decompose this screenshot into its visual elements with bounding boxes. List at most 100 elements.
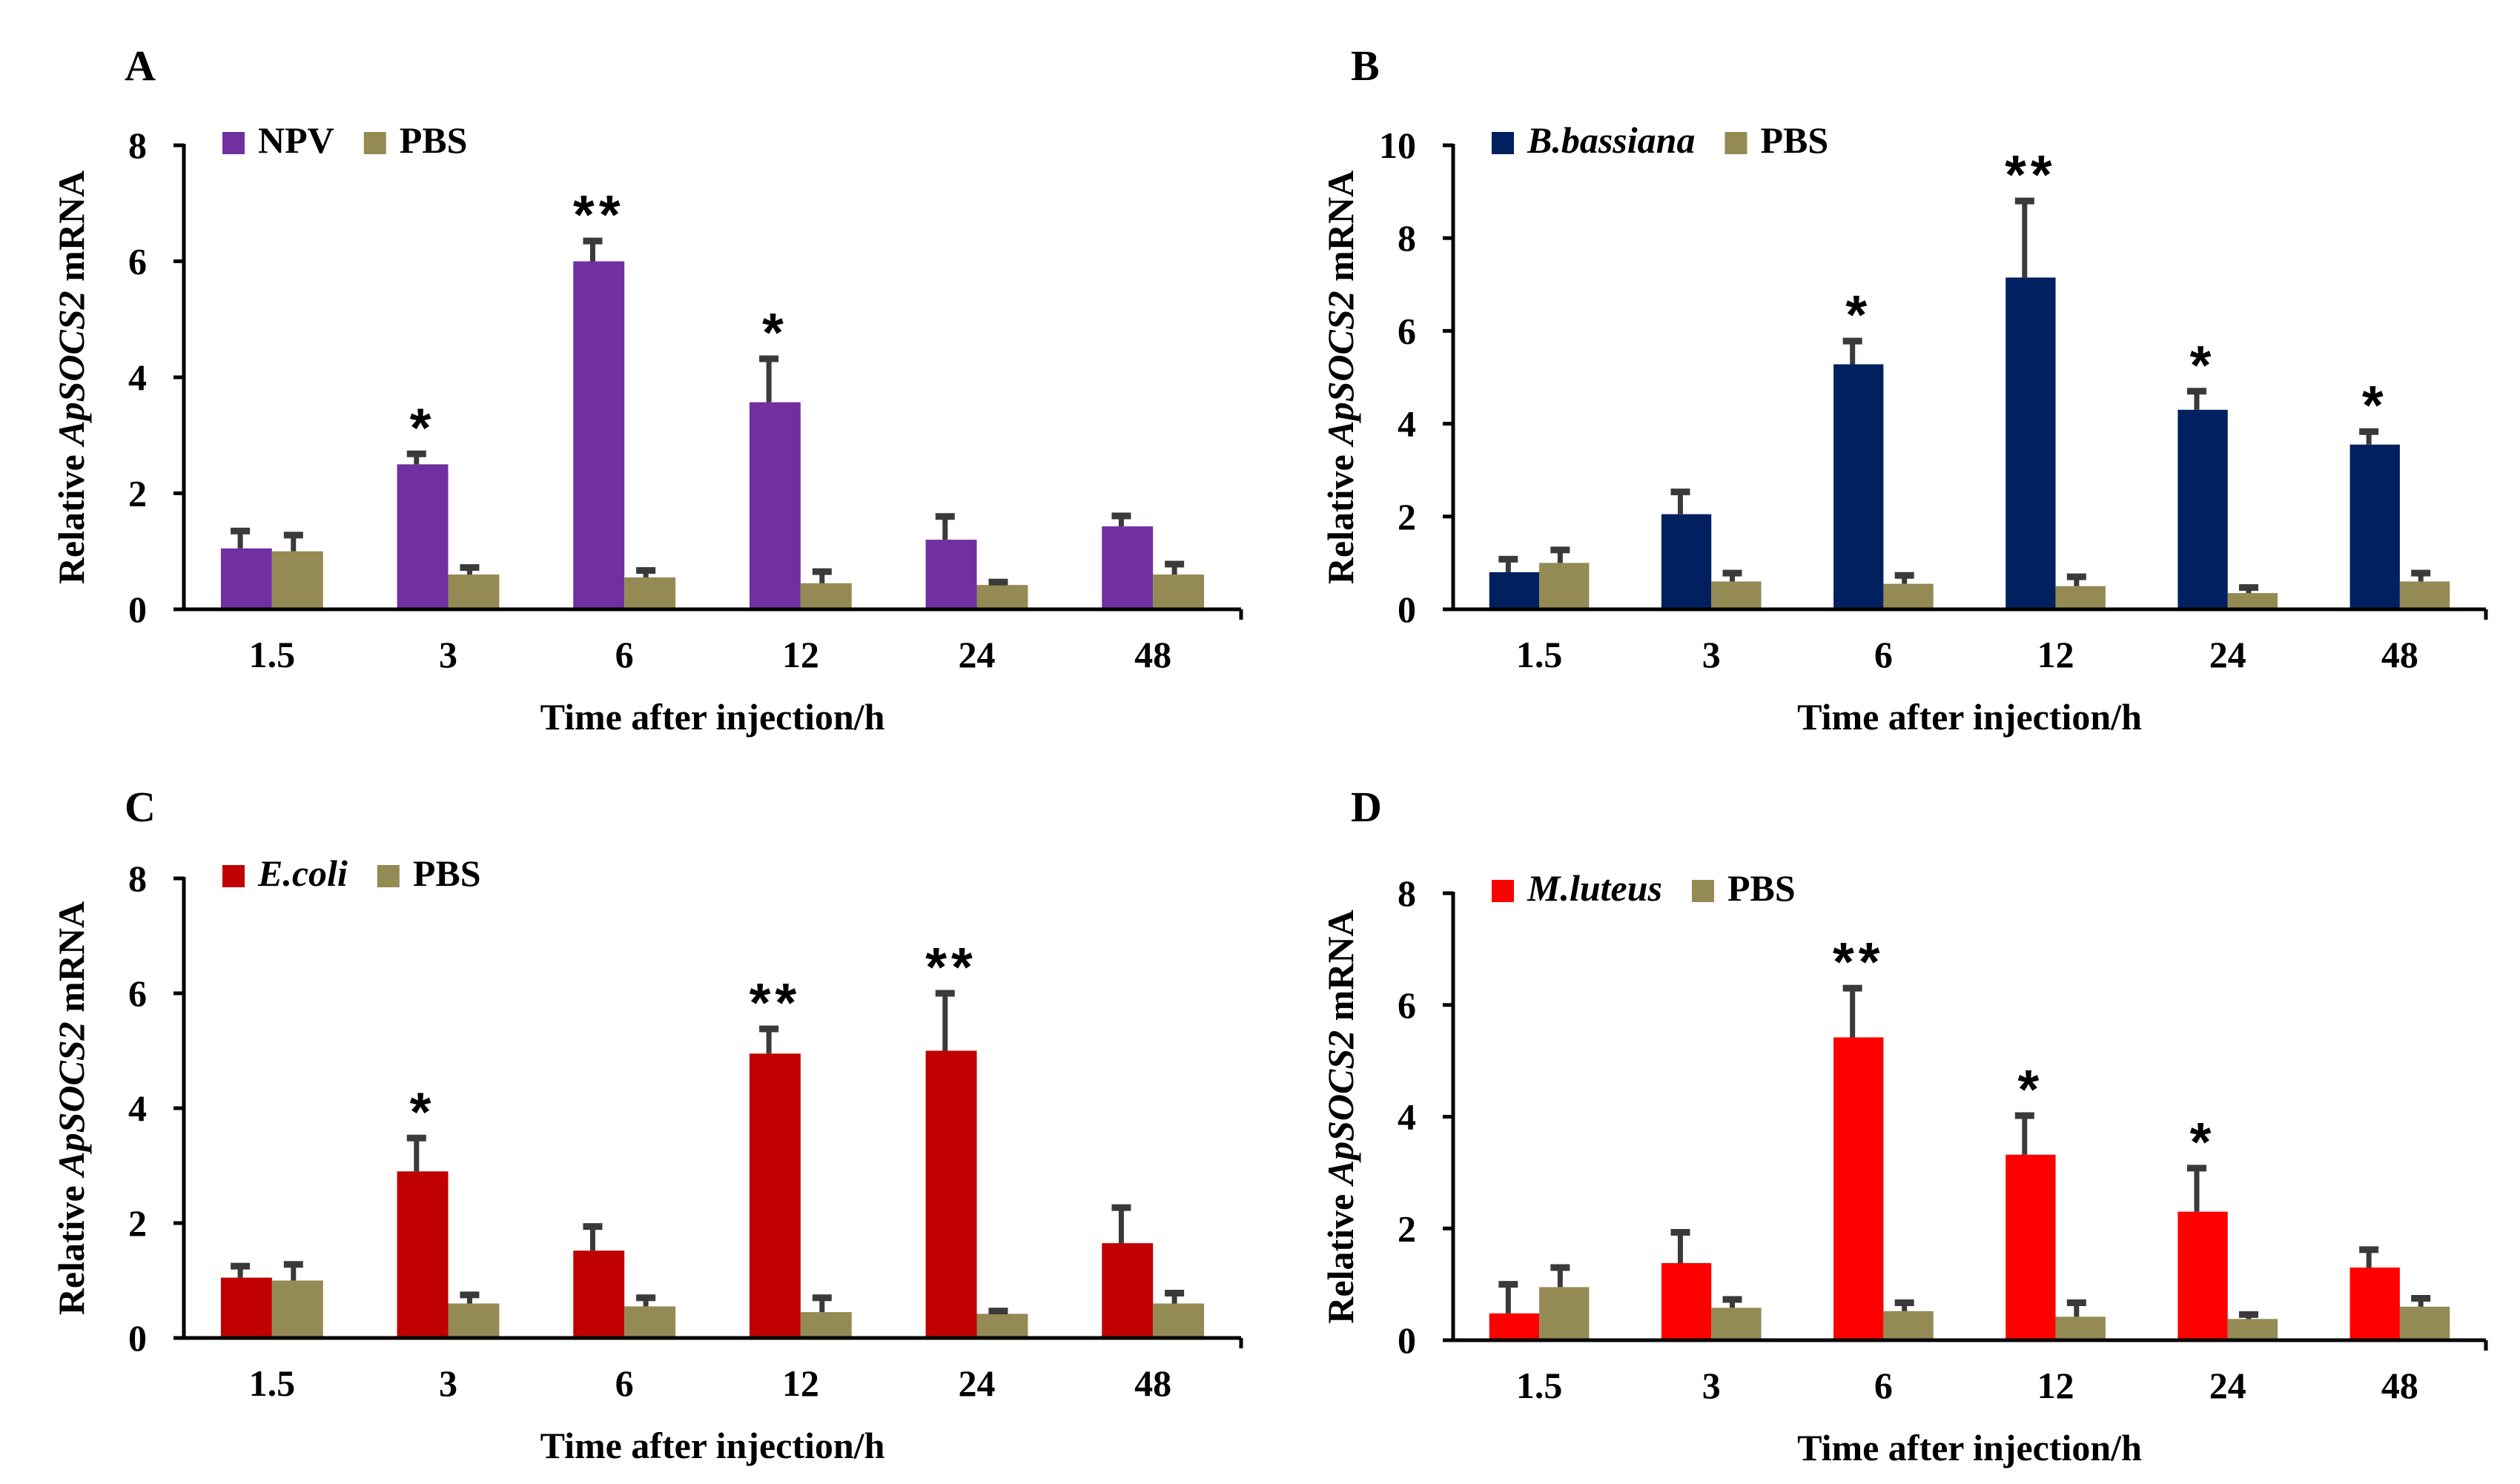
legend-label-treatment: NPV [258, 119, 334, 161]
x-tick-label-48: 48 [1134, 1362, 1171, 1404]
bar-treatment-1.5 [220, 1277, 272, 1338]
bar-treatment-24 [925, 540, 977, 609]
bar-treatment-12 [749, 402, 801, 609]
bar-pbs-24 [976, 1314, 1028, 1338]
x-axis-title: Time after injection/h [540, 1425, 885, 1466]
x-tick-label-3: 3 [1702, 1365, 1721, 1406]
legend-swatch-pbs [1692, 880, 1715, 902]
bar-pbs-48 [1153, 1303, 1205, 1338]
x-tick-label-6: 6 [1874, 1365, 1893, 1406]
y-tick-label-4: 4 [128, 357, 147, 398]
legend-swatch-treatment [222, 132, 245, 154]
y-tick-label-2: 2 [128, 473, 147, 514]
significance-marker-12: * [2018, 1059, 2044, 1120]
bar-treatment-24 [2177, 1211, 2228, 1340]
x-tick-label-3: 3 [1702, 634, 1721, 675]
legend-label-treatment: B.bassiana [1527, 119, 1695, 161]
x-tick-label-1.5: 1.5 [1516, 1365, 1563, 1406]
x-tick-label-24: 24 [2209, 634, 2246, 675]
x-tick-label-6: 6 [1874, 634, 1893, 675]
x-tick-label-12: 12 [2037, 1365, 2074, 1406]
x-tick-label-24: 24 [959, 634, 996, 675]
x-tick-label-1.5: 1.5 [249, 634, 296, 675]
significance-marker-6: ** [1833, 931, 1885, 993]
x-axis-title: Time after injection/h [540, 696, 885, 738]
bar-pbs-1.5 [1539, 1287, 1590, 1340]
panel-letter: D [1351, 783, 1382, 831]
y-tick-label-4: 4 [1398, 403, 1416, 445]
y-tick-label-8: 8 [128, 858, 147, 899]
y-axis-title: Relative ApSOCS2 mRNA [1320, 170, 1361, 584]
significance-marker-24: * [2190, 334, 2216, 396]
bar-pbs-48 [2399, 1306, 2450, 1340]
significance-marker-24: * [2190, 1111, 2216, 1173]
bar-treatment-6 [1833, 364, 1884, 609]
bar-pbs-3 [1711, 581, 1762, 609]
bar-pbs-12 [800, 1312, 852, 1338]
bar-treatment-48 [1102, 1243, 1154, 1338]
y-tick-label-4: 4 [128, 1087, 147, 1129]
legend-swatch-treatment [222, 865, 245, 887]
significance-marker-12: ** [750, 972, 801, 1033]
y-tick-label-8: 8 [1398, 872, 1416, 914]
legend-swatch-treatment [1492, 880, 1514, 902]
y-tick-label-6: 6 [1398, 310, 1416, 351]
bar-pbs-24 [2227, 593, 2278, 609]
significance-marker-24: ** [925, 936, 977, 998]
bar-treatment-3 [397, 1171, 449, 1338]
x-axis-title: Time after injection/h [1797, 696, 2142, 738]
bar-treatment-12 [2005, 277, 2056, 609]
significance-marker-6: * [1845, 284, 1871, 345]
bar-treatment-24 [925, 1050, 977, 1338]
y-tick-label-0: 0 [1398, 589, 1416, 630]
legend-label-pbs: PBS [413, 852, 481, 894]
bar-pbs-3 [1711, 1308, 1762, 1340]
legend: E.coli PBS [222, 852, 481, 894]
significance-marker-3: * [410, 1081, 436, 1142]
legend-swatch-pbs [1724, 132, 1747, 154]
x-tick-label-1.5: 1.5 [249, 1362, 296, 1404]
bar-pbs-1.5 [271, 1280, 323, 1338]
y-tick-label-0: 0 [128, 1317, 147, 1359]
y-tick-label-8: 8 [1398, 217, 1416, 259]
x-tick-label-12: 12 [2037, 634, 2074, 675]
bar-pbs-24 [976, 585, 1028, 609]
significance-marker-12: * [762, 302, 788, 363]
bar-treatment-1.5 [1489, 572, 1540, 609]
panel-letter: A [125, 42, 156, 90]
bar-treatment-6 [573, 1251, 625, 1338]
y-tick-label-10: 10 [1379, 125, 1416, 166]
y-tick-label-2: 2 [1398, 1208, 1416, 1249]
bar-pbs-1.5 [1539, 563, 1590, 609]
bar-pbs-6 [624, 577, 676, 609]
bar-pbs-48 [1153, 574, 1205, 609]
y-axis-title: Relative ApSOCS2 mRNA [50, 170, 92, 584]
panel-letter: C [125, 783, 156, 831]
bar-treatment-24 [2177, 409, 2228, 609]
bar-treatment-1.5 [1489, 1313, 1540, 1340]
bar-pbs-12 [800, 583, 852, 609]
x-tick-label-12: 12 [782, 1362, 819, 1404]
y-tick-label-0: 0 [128, 589, 147, 630]
y-axis-title: Relative ApSOCS2 mRNA [1320, 910, 1361, 1323]
bar-treatment-12 [749, 1053, 801, 1338]
legend: M.luteus PBS [1492, 867, 1796, 909]
bar-treatment-6 [573, 261, 625, 609]
y-tick-label-6: 6 [128, 973, 147, 1014]
bar-pbs-12 [2055, 586, 2106, 609]
bar-treatment-3 [1661, 1262, 1712, 1340]
y-tick-label-8: 8 [128, 125, 147, 166]
significance-marker-12: ** [2005, 144, 2057, 205]
bar-treatment-12 [2005, 1154, 2056, 1340]
bar-pbs-6 [1883, 1311, 1934, 1340]
x-tick-label-3: 3 [439, 1362, 457, 1404]
y-tick-label-2: 2 [128, 1202, 147, 1244]
x-tick-label-24: 24 [2209, 1365, 2246, 1406]
bar-treatment-1.5 [220, 548, 272, 609]
significance-marker-3: * [410, 397, 436, 458]
x-tick-label-12: 12 [782, 634, 819, 675]
